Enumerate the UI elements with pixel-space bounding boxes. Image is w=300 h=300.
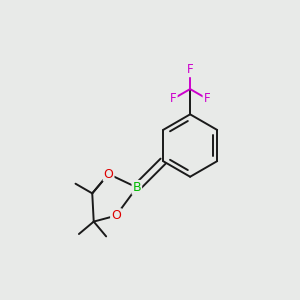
Text: O: O xyxy=(111,209,121,222)
Text: B: B xyxy=(133,181,141,194)
Text: O: O xyxy=(104,167,113,181)
Text: F: F xyxy=(170,92,177,105)
Text: F: F xyxy=(203,92,210,105)
Text: F: F xyxy=(187,63,194,76)
